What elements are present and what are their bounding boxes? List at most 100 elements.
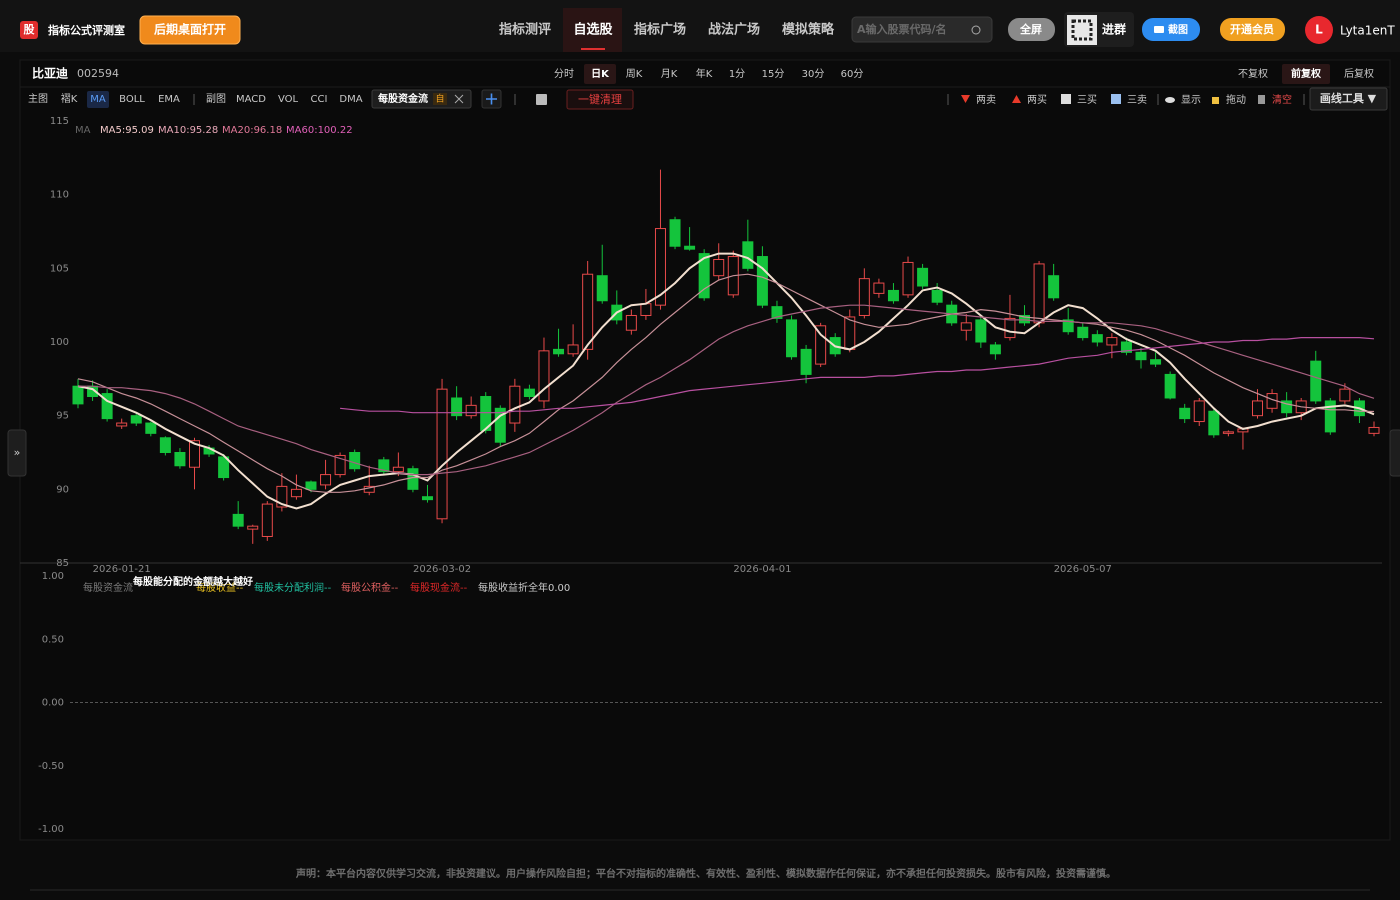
search-placeholder: A输入股票代码/名 [857, 22, 947, 36]
candle-body [392, 466, 404, 473]
tool[interactable]: 三买 [1077, 94, 1097, 106]
candle-body [232, 513, 244, 527]
candle-body [1339, 388, 1351, 402]
adjust[interactable]: 前复权 [1291, 67, 1322, 80]
tool[interactable]: 显示 [1181, 94, 1201, 106]
candle-body [218, 456, 230, 479]
candle-body [582, 273, 594, 350]
legend-entry: MA5:95.09 [100, 125, 154, 136]
vip-bg[interactable] [1220, 18, 1285, 41]
logo: 股 [24, 23, 36, 36]
sub-indicator[interactable]: CCI [311, 94, 328, 105]
candle-body [1164, 373, 1176, 399]
avatar: L [1315, 23, 1323, 37]
screenshot[interactable]: 截图 [1168, 23, 1188, 36]
clear-all: 一键清理 [578, 92, 622, 106]
candle-body [1048, 275, 1060, 299]
y-tick-label: 100 [50, 337, 69, 348]
main-indicator[interactable]: BOLL [119, 94, 145, 105]
open-button-bg[interactable] [139, 15, 241, 45]
candle-body [1150, 359, 1162, 365]
qr-inner [1071, 19, 1093, 41]
indicator-legend: 每股现金流-- [410, 581, 468, 594]
legend-entry: MA10:95.28 [158, 125, 218, 136]
candle-body [1281, 400, 1293, 414]
candle-body [887, 289, 899, 302]
tool-icon [1258, 95, 1265, 104]
candle-body [800, 348, 812, 375]
tool[interactable]: 拖动 [1226, 93, 1246, 106]
candle-body [320, 474, 332, 486]
tool[interactable]: 两买 [1027, 94, 1047, 106]
search-box[interactable] [851, 16, 993, 43]
candle-body [1324, 400, 1336, 433]
indicator-legend: 每股公积金-- [341, 581, 399, 594]
candle-body [553, 348, 565, 355]
period[interactable]: 30分 [802, 68, 825, 80]
tool[interactable]: 三卖 [1127, 94, 1147, 106]
nav-item[interactable]: 指标广场 [634, 22, 686, 38]
nav-active-bg [563, 8, 622, 52]
period[interactable]: 周K [626, 68, 643, 80]
y-tick-label: 95 [56, 411, 69, 422]
draw-tool-bg[interactable] [1309, 87, 1388, 111]
candle-body [1310, 360, 1322, 402]
candle-body [960, 322, 972, 331]
nav-item[interactable]: 自选股 [573, 22, 612, 38]
side-handle[interactable] [7, 429, 27, 477]
candle-body [596, 275, 608, 302]
side-handle-right[interactable] [1389, 429, 1400, 477]
candle-body [436, 388, 448, 520]
indicator-legend: 每股未分配利润-- [254, 581, 332, 594]
clear-all-bg[interactable] [566, 89, 634, 110]
nav-item[interactable]: 战法广场 [708, 22, 760, 38]
main-indicator[interactable]: MA [90, 94, 106, 105]
candle-body [145, 422, 157, 434]
adjust[interactable]: 后复权 [1344, 67, 1374, 80]
adjust[interactable]: 不复权 [1238, 67, 1268, 80]
fullscreen-bg[interactable] [1008, 18, 1055, 41]
nav-item[interactable]: 模拟策略 [782, 22, 835, 38]
main-indicator[interactable]: 褶K [61, 92, 78, 105]
sub-indicator[interactable]: VOL [278, 94, 299, 105]
tool-icon [1111, 94, 1121, 104]
candle-body [669, 219, 681, 247]
candle-body [1091, 334, 1103, 343]
candle-body [713, 258, 725, 277]
period[interactable]: 月K [661, 68, 678, 80]
candle-body [465, 404, 477, 417]
screenshot-bg[interactable] [1142, 18, 1200, 41]
tool[interactable]: 清空 [1272, 93, 1292, 106]
fullscreen[interactable]: 全屏 [1019, 22, 1042, 36]
save-icon[interactable] [536, 94, 547, 105]
candle-body [1106, 337, 1118, 346]
candle-body [261, 503, 273, 537]
candle-body [902, 261, 914, 296]
app-name: 指标公式评测室 [48, 23, 125, 37]
y-tick-label: 0.50 [42, 634, 64, 645]
tool[interactable]: 两卖 [976, 94, 996, 106]
candle-body [1252, 400, 1264, 417]
sub-indicator[interactable]: DMA [339, 94, 362, 105]
candle-body [523, 388, 535, 398]
main-indicator[interactable]: EMA [158, 94, 180, 105]
period[interactable]: 60分 [841, 68, 864, 80]
close-icon[interactable] [454, 94, 464, 104]
tool-icon [1165, 97, 1175, 103]
period[interactable]: 年K [696, 67, 713, 80]
legend-entry: MA20:96.18 [222, 125, 282, 136]
period[interactable]: 15分 [762, 68, 785, 80]
period[interactable]: 1分 [729, 68, 745, 80]
candle-body [684, 245, 696, 250]
period[interactable]: 日K [591, 68, 610, 80]
open-button[interactable]: 后期桌面打开 [154, 22, 226, 37]
sub-indicator[interactable]: MACD [236, 94, 266, 105]
period[interactable]: 分时 [554, 68, 574, 80]
logo-box [20, 21, 38, 39]
nav-item[interactable]: 指标测评 [499, 22, 551, 38]
ma-line [77, 252, 1375, 510]
vip[interactable]: 开通会员 [1230, 22, 1274, 36]
period-active-bg [584, 64, 616, 84]
join-group[interactable]: 进群 [1102, 22, 1126, 37]
candle-body [509, 385, 521, 424]
